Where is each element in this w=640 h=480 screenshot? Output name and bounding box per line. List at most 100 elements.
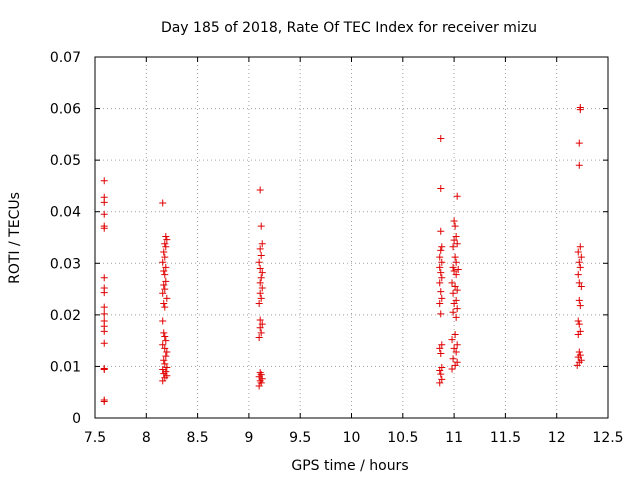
data-point: [258, 320, 266, 328]
data-point: [577, 356, 585, 364]
y-tick-label: 0.01: [50, 359, 81, 375]
data-point: [436, 253, 444, 261]
data-point: [450, 267, 458, 275]
data-point: [256, 316, 264, 324]
data-point: [574, 271, 582, 279]
data-point: [100, 339, 108, 347]
data-point: [451, 253, 459, 261]
data-point: [160, 329, 168, 337]
x-tick-label: 7.5: [84, 430, 106, 446]
data-point: [100, 364, 108, 372]
data-point: [437, 350, 445, 358]
data-point: [438, 243, 446, 251]
data-point: [100, 317, 108, 325]
data-point: [159, 317, 167, 325]
data-point: [575, 161, 583, 169]
data-point: [258, 269, 266, 277]
data-point: [161, 344, 169, 352]
data-point: [159, 258, 167, 266]
data-point: [575, 139, 583, 147]
data-point: [160, 281, 168, 289]
data-point: [258, 240, 266, 248]
data-point: [575, 348, 583, 356]
data-point: [450, 344, 458, 352]
y-tick-label: 0.05: [50, 153, 81, 169]
data-point: [161, 360, 169, 368]
data-point: [162, 232, 170, 240]
data-point: [256, 324, 264, 332]
data-point: [576, 243, 584, 251]
data-point: [575, 320, 583, 328]
data-point: [452, 313, 460, 321]
data-point: [257, 222, 265, 230]
data-point: [162, 352, 170, 360]
data-point: [452, 348, 460, 356]
data-point: [160, 300, 168, 308]
x-tick-label: 9.5: [289, 430, 311, 446]
y-axis-label: ROTI / TECUs: [7, 192, 23, 284]
data-point: [577, 282, 585, 290]
data-point: [100, 193, 108, 201]
data-point: [449, 243, 457, 251]
data-point: [162, 277, 170, 285]
data-point: [576, 263, 584, 271]
data-point: [577, 253, 585, 261]
data-point: [438, 294, 446, 302]
data-point: [450, 217, 458, 225]
data-point: [452, 296, 460, 304]
data-point: [438, 258, 446, 266]
data-point: [159, 289, 167, 297]
x-tick-label: 12.5: [592, 430, 623, 446]
data-point: [437, 227, 445, 235]
y-tick-label: 0.02: [50, 308, 81, 324]
data-point: [576, 104, 584, 112]
data-point: [436, 263, 444, 271]
data-point: [161, 271, 169, 279]
data-point: [453, 305, 461, 313]
data-point: [161, 253, 169, 261]
y-tick-label: 0.04: [50, 205, 81, 221]
data-point: [255, 334, 263, 342]
data-point: [160, 267, 168, 275]
data-point: [438, 341, 446, 349]
data-point: [256, 279, 264, 287]
data-point: [163, 294, 171, 302]
data-point: [100, 303, 108, 311]
x-tick-label: 12: [548, 430, 566, 446]
data-point: [159, 199, 167, 207]
data-point: [450, 236, 458, 244]
data-point: [448, 336, 456, 344]
data-point: [161, 240, 169, 248]
data-point: [160, 248, 168, 256]
data-point: [257, 274, 265, 282]
data-point: [159, 341, 167, 349]
data-point: [575, 296, 583, 304]
data-point: [163, 236, 171, 244]
data-point: [453, 192, 461, 200]
x-tick-label: 8: [142, 430, 151, 446]
data-point: [453, 240, 461, 248]
data-point: [258, 284, 266, 292]
data-point: [257, 294, 265, 302]
data-point: [576, 351, 584, 359]
data-point: [454, 265, 462, 273]
data-point: [451, 282, 459, 290]
data-point: [576, 327, 584, 335]
x-tick-label: 9: [244, 430, 253, 446]
data-point: [100, 396, 108, 404]
x-axis-label: GPS time / hours: [291, 458, 408, 474]
data-point: [448, 365, 456, 373]
data-point: [436, 379, 444, 387]
data-point: [436, 279, 444, 287]
data-point: [436, 344, 444, 352]
data-point: [438, 363, 446, 371]
chart-title: Day 185 of 2018, Rate Of TEC Index for r…: [161, 20, 537, 36]
data-point: [574, 317, 582, 325]
data-point: [452, 232, 460, 240]
data-point: [159, 366, 167, 374]
data-point: [100, 222, 108, 230]
data-point: [437, 288, 445, 296]
data-point: [453, 341, 461, 349]
